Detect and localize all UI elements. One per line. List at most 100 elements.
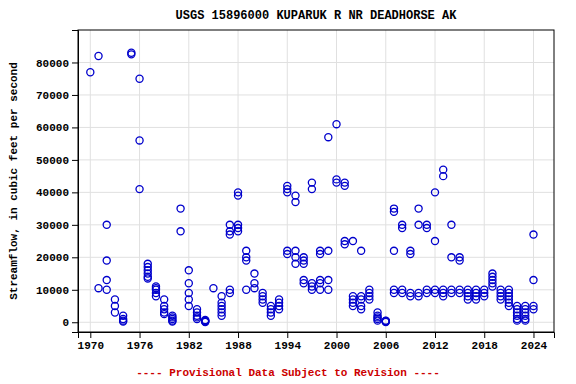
- point: [317, 250, 324, 257]
- tick-label: 1994: [275, 340, 302, 352]
- point: [95, 285, 102, 292]
- point: [390, 208, 397, 215]
- point: [448, 289, 455, 296]
- tick: 1976: [127, 332, 153, 352]
- point: [292, 199, 299, 206]
- tick-mark: [189, 332, 190, 338]
- point: [423, 225, 430, 232]
- point: [382, 318, 389, 325]
- tick-label: 1976: [127, 340, 153, 352]
- point: [341, 182, 348, 189]
- point: [382, 318, 389, 325]
- tick: 60000: [36, 122, 78, 134]
- tick-label: 2006: [373, 340, 399, 352]
- title: USGS 15896000 KUPARUK R NR DEADHORSE AK: [176, 9, 458, 23]
- grid-line: [78, 127, 554, 128]
- tick-mark: [72, 62, 78, 63]
- point: [111, 309, 118, 316]
- point: [472, 296, 479, 303]
- point: [128, 49, 135, 56]
- grid-line: [78, 224, 554, 225]
- point: [325, 247, 332, 254]
- point: [333, 179, 340, 186]
- point: [259, 299, 266, 306]
- tick-mark: [72, 160, 78, 161]
- point: [226, 221, 233, 228]
- tick-label: 80000: [36, 57, 69, 69]
- point: [407, 293, 414, 300]
- point: [202, 318, 209, 325]
- point: [95, 52, 102, 59]
- point: [152, 293, 159, 300]
- point: [415, 205, 422, 212]
- tick-label: 2000: [324, 340, 350, 352]
- point: [390, 289, 397, 296]
- point: [374, 317, 381, 324]
- point: [103, 221, 110, 228]
- grid-line: [78, 62, 554, 63]
- point: [267, 312, 274, 319]
- grid-line: [78, 322, 554, 323]
- y-axis: 0 10000 20000 30000 40000 50000 60000 70000 8000…: [36, 31, 79, 333]
- tick: 2006: [373, 332, 399, 352]
- point: [144, 275, 151, 282]
- tick-label: 2012: [422, 340, 448, 352]
- tick-mark: [90, 332, 91, 338]
- tick-label: 70000: [36, 90, 69, 102]
- grid-line: [78, 257, 554, 258]
- tick-mark: [533, 332, 534, 338]
- tick: 2000: [324, 332, 350, 352]
- point: [292, 260, 299, 267]
- point: [522, 317, 529, 324]
- plot-frame: [78, 30, 554, 332]
- point: [202, 318, 209, 325]
- grid-line: [385, 30, 386, 332]
- points: [87, 49, 537, 325]
- tick: 0: [62, 317, 78, 329]
- point: [185, 302, 192, 309]
- point: [120, 318, 127, 325]
- point: [333, 121, 340, 128]
- point: [456, 289, 463, 296]
- point: [415, 293, 422, 300]
- point: [300, 260, 307, 267]
- point: [325, 276, 332, 283]
- grid-line: [287, 30, 288, 332]
- point: [308, 286, 315, 293]
- tick: 80000: [36, 57, 78, 69]
- point: [103, 257, 110, 264]
- point: [341, 241, 348, 248]
- tick-label: 30000: [36, 220, 69, 232]
- point: [218, 312, 225, 319]
- tick-mark: [72, 290, 78, 291]
- tick-label: 2018: [472, 340, 499, 352]
- point: [497, 296, 504, 303]
- point: [136, 75, 143, 82]
- point: [185, 280, 192, 287]
- tick: 40000: [36, 187, 78, 199]
- point: [136, 186, 143, 193]
- chart: 1970197619821988199420002006201220182024…: [0, 0, 576, 384]
- point: [177, 228, 184, 235]
- tick-label: 1988: [225, 340, 252, 352]
- point: [514, 317, 521, 324]
- point: [136, 137, 143, 144]
- point: [325, 286, 332, 293]
- point: [431, 238, 438, 245]
- x-axis: 1970197619821988199420002006201220182024: [78, 332, 555, 352]
- point: [185, 267, 192, 274]
- tick-mark: [72, 257, 78, 258]
- y-axis-title: Streamflow, in cubic feet per second: [8, 62, 20, 300]
- point: [431, 289, 438, 296]
- point: [382, 317, 389, 324]
- tick: 10000: [36, 285, 78, 297]
- tick: 50000: [36, 155, 78, 167]
- point: [431, 189, 438, 196]
- tick-mark: [72, 192, 78, 193]
- tick: 20000: [36, 252, 78, 264]
- point: [440, 293, 447, 300]
- point: [481, 293, 488, 300]
- point: [399, 225, 406, 232]
- point: [193, 315, 200, 322]
- grid-line: [238, 30, 239, 332]
